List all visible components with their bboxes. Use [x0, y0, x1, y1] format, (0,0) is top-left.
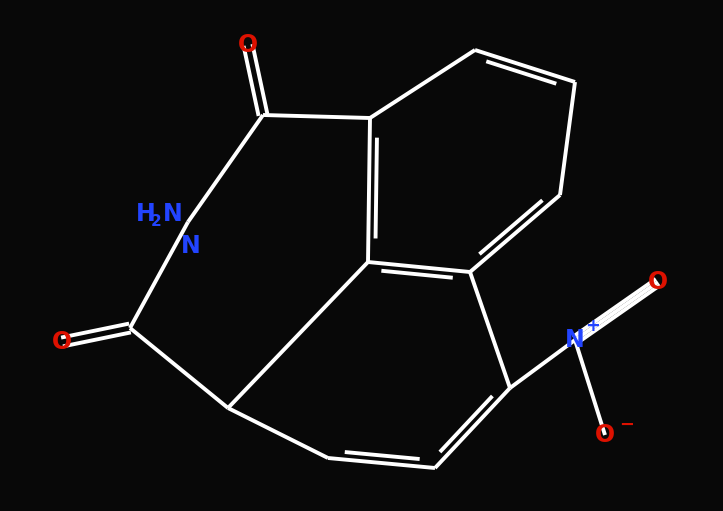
Text: N: N [565, 328, 585, 352]
Text: O: O [238, 33, 258, 57]
Text: −: − [620, 416, 635, 434]
Text: H: H [136, 202, 155, 226]
Text: O: O [52, 330, 72, 354]
Text: +: + [586, 317, 600, 335]
Text: N: N [163, 202, 183, 226]
Text: 2: 2 [150, 214, 161, 228]
Text: O: O [648, 270, 668, 294]
Text: N: N [181, 234, 201, 258]
Text: O: O [595, 423, 615, 447]
